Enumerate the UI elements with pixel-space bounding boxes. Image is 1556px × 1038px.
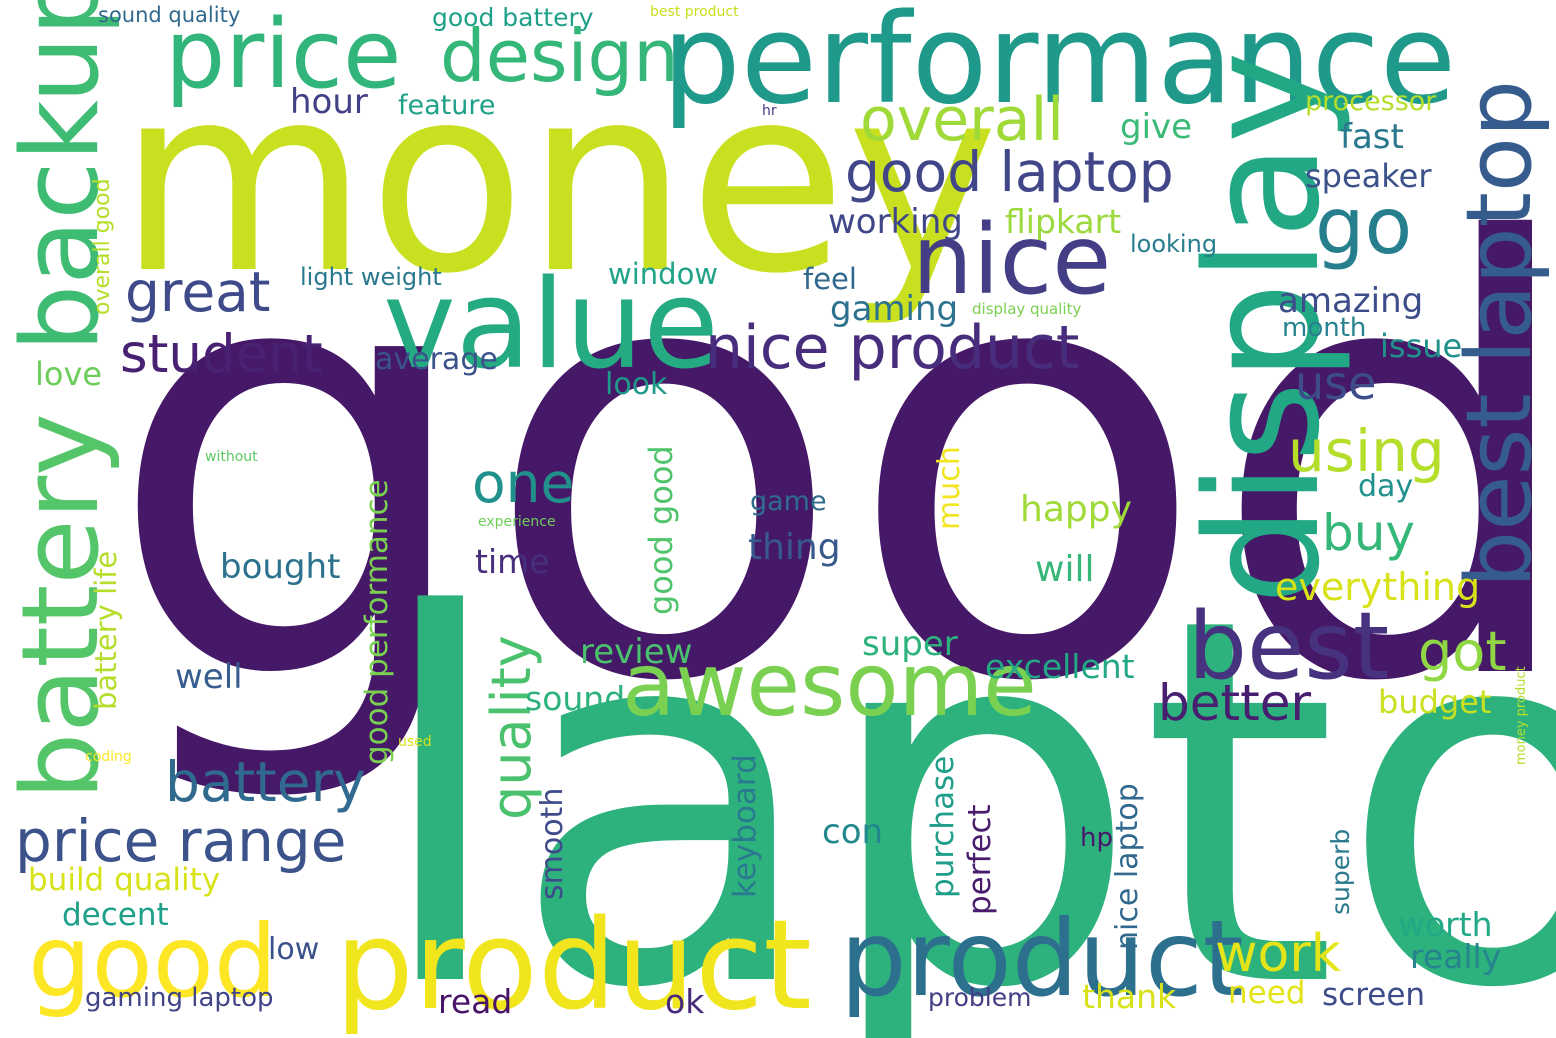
word-overall: overall [860,85,1064,155]
word-amazing: amazing [1278,281,1424,321]
word-feel: feel [803,262,857,296]
word-day: day [1358,469,1414,504]
word-low: low [268,932,320,967]
word-using: using [1288,417,1445,485]
word-nice-product: nice product [705,313,1080,383]
word-good-laptop: good laptop [845,140,1174,204]
word-better: better [1158,674,1312,732]
word-buy: buy [1322,504,1416,562]
word-best-product: best product [650,4,739,20]
word-nice-laptop: nice laptop [1110,783,1145,950]
word-window: window [608,257,719,291]
word-great: great [125,260,271,324]
word-sound-quality: sound quality [98,3,241,27]
word-quality: quality [480,635,543,820]
word-good: good [105,121,1556,812]
word-value: value [383,254,719,397]
word-best-laptop: best laptop [1447,79,1552,588]
word-good-performance: good performance [359,479,395,765]
word-student: student [120,324,323,385]
word-speaker: speaker [1305,157,1432,195]
word-excellent: excellent [985,647,1135,686]
word-look: look [605,367,668,402]
word-smooth: smooth [535,787,570,900]
word-purchase: purchase [925,755,961,898]
word-love: love [35,355,103,393]
word-happy: happy [1020,489,1132,530]
word-gaming: gaming [830,289,959,329]
word-bought: bought [220,547,341,587]
word-ok: ok [665,982,705,1021]
word-money-product: money product [1514,666,1529,765]
word-gaming-laptop: gaming laptop [85,983,274,1013]
word-money: money [118,30,999,330]
word-month: month [1282,313,1367,343]
word-fast: fast [1340,117,1404,157]
word-working: working [828,202,963,242]
word-perfect: perfect [962,804,998,915]
word-screen: screen [1322,977,1426,1013]
word-product-large: product [840,898,1244,1020]
word-use: use [1295,356,1377,410]
word-display-quality: display quality [972,300,1082,318]
word-issue: issue [1380,327,1463,365]
word-con: con [822,812,884,852]
word-got: got [1418,620,1507,683]
word-will: will [1035,549,1095,590]
word-good-battery: good battery [432,3,594,32]
word-well: well [175,657,243,697]
word-good-good: good good [642,445,680,615]
word-super: super [862,624,958,664]
word-flipkart: flipkart [1005,202,1122,241]
word-price-range: price range [15,807,347,875]
word-battery: battery [165,750,366,814]
word-average: average [375,342,498,377]
word-hp: hp [1080,823,1113,853]
word-nice: nice [912,204,1112,316]
word-work: work [1215,924,1341,984]
word-decent: decent [62,897,169,933]
word-product-yellow: product [335,894,812,1038]
word-laptop: laptop [370,511,1556,1038]
word-problem: problem [928,983,1032,1012]
word-worth: worth [1398,905,1493,944]
word-give: give [1120,107,1193,147]
word-awesome: awesome [622,634,1037,736]
word-design: design [440,14,679,98]
word-budget: budget [1378,683,1492,721]
word-read: read [438,982,513,1021]
word-game: game [750,486,827,517]
word-performance: performance [662,0,1457,132]
word-really: really [1410,937,1502,976]
word-review: review [580,632,693,672]
word-one: one [472,451,575,515]
word-hour: hour [290,82,368,122]
word-overall-good: overall good [90,178,115,315]
word-battery-life: battery life [89,550,123,710]
word-processor: processor [1305,86,1437,117]
word-build-quality: build quality [28,862,221,898]
word-price: price [165,0,402,110]
word-everything: everything [1275,565,1481,609]
word-need: need [1228,975,1306,1011]
word-sound: sound [525,679,626,718]
word-time: time [475,542,550,581]
word-used: used [398,734,432,750]
word-best: best [1188,592,1390,700]
word-thank: thank [1082,977,1177,1016]
word-good-yellow: good [28,903,278,1020]
word-coding: coding [85,749,132,765]
word-looking: looking [1130,230,1218,258]
word-experience: experience [478,514,556,530]
word-hr: hr [762,103,777,119]
word-feature: feature [398,90,496,121]
word-go: go [1315,182,1413,272]
word-keyboard: keyboard [727,754,763,898]
word-light-weight: light weight [300,263,442,291]
word-thing: thing [748,527,841,568]
word-much: much [932,446,967,530]
word-superb: superb [1326,828,1355,915]
word-without: without [205,449,258,465]
